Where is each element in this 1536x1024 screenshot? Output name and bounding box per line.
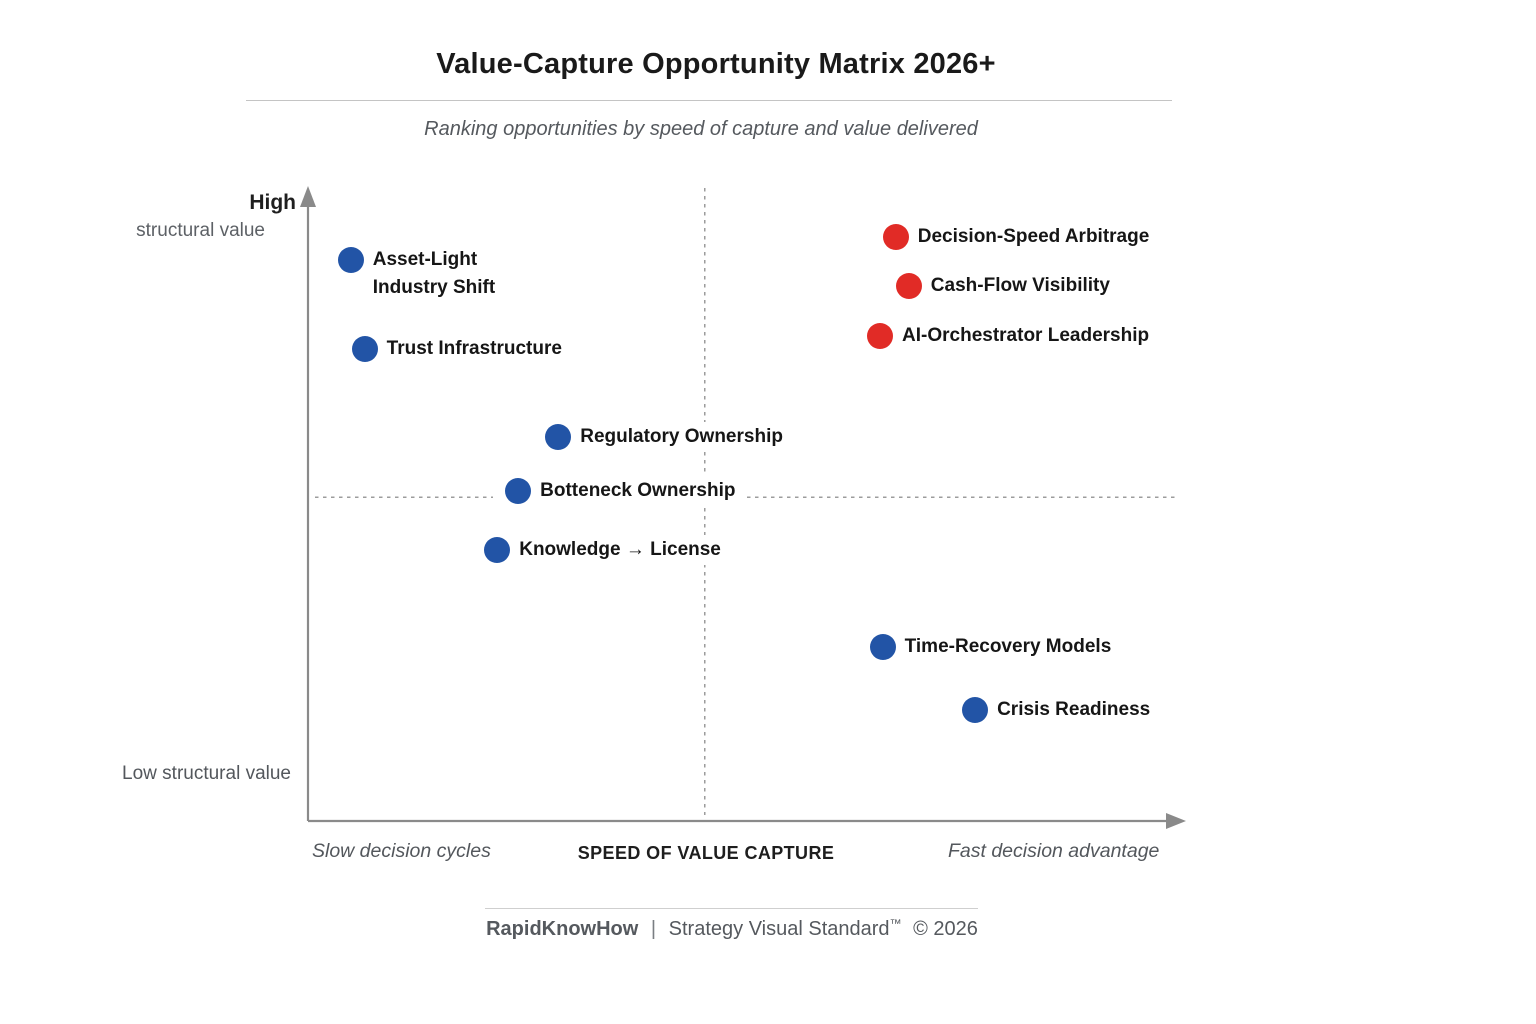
footer-text: Strategy Visual Standard [668,918,890,940]
point-dot [895,272,922,299]
x-axis-title: SPEED OF VALUE CAPTURE [577,843,835,863]
point-label: Trust Infrastructure [386,338,562,359]
x-axis-left-label: Slow decision cycles [312,840,491,862]
data-point-cash-flow-visibility: Cash-Flow Visibility [883,270,1120,301]
point-label: AI-Orchestrator Leadership [902,324,1150,346]
footer: RapidKnowHow | Strategy Visual Standard™… [486,916,978,941]
point-dot [337,247,364,274]
point-label: Time-Recovery Models [904,635,1112,657]
footer-copyright: © 2026 [913,918,978,940]
data-point-regulatory-ownership: Regulatory Ownership [533,421,793,452]
y-axis-low-label: Low structural value [122,763,291,784]
point-label: Botteneck Ownership [540,479,736,501]
point-dot [869,633,896,660]
point-dot [351,336,378,362]
header-divider [246,100,1172,101]
footer-separator: | [650,918,657,940]
point-dot [962,696,989,723]
point-label: Regulatory Ownership [580,425,783,447]
data-point-crisis-readiness: Crisis Readiness [950,694,1161,725]
chart-subtitle: Ranking opportunities by speed of captur… [424,118,978,140]
point-dot [545,423,572,450]
page-title: Value-Capture Opportunity Matrix 2026+ [436,48,996,80]
footer-divider [485,908,978,909]
point-label: Decision-Speed Arbitrage [917,225,1150,247]
point-dot [867,322,894,349]
data-point-trust-infrastructure: Trust Infrastructure [339,334,572,364]
point-label: Asset-Light Industry Shift [372,249,496,299]
point-dot [505,477,532,504]
point-dot [882,223,909,250]
point-label: Cash-Flow Visibility [930,274,1110,296]
point-dot [484,537,511,564]
data-point-time-recovery-models: Time-Recovery Models [857,631,1122,662]
y-axis-arrowhead-icon [300,186,316,207]
data-point-decision-speed-arbitrage: Decision-Speed Arbitrage [870,221,1160,252]
y-axis-high-label: High structural value [136,190,296,246]
brand-name: RapidKnowHow [486,918,639,940]
point-label: Crisis Readiness [997,698,1151,720]
point-label: Knowledge → License [519,539,721,561]
y-high-text: High [249,191,296,214]
data-point-knowledge-license: Knowledge → License [472,535,731,566]
data-point-botteneck-ownership: Botteneck Ownership [493,475,746,506]
x-axis-arrowhead-icon [1166,813,1186,829]
trademark-icon: ™ [889,916,902,931]
data-point-ai-orchestrator-leadership: AI-Orchestrator Leadership [855,320,1160,351]
data-point-asset-light-industry-shift: Asset-Light Industry Shift [325,244,506,305]
x-axis-right-label: Fast decision advantage [948,840,1160,862]
y-high-subtext: structural value [136,220,265,241]
